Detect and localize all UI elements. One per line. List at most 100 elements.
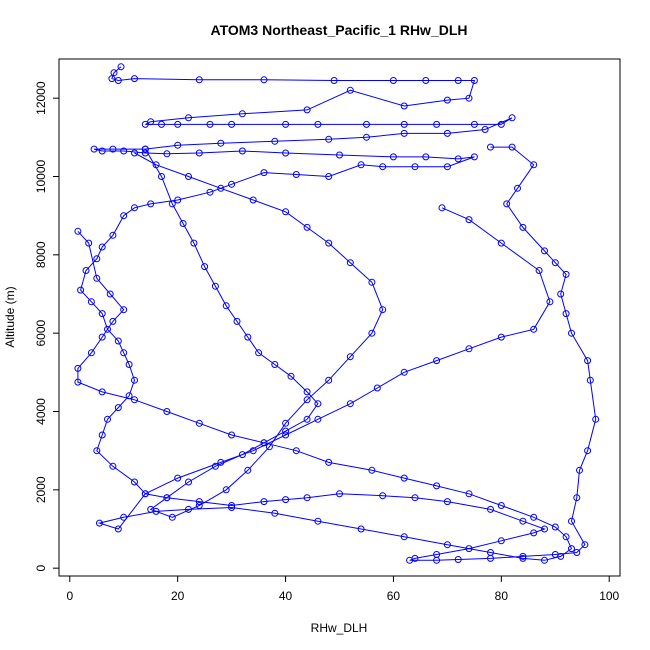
data-point <box>314 415 322 423</box>
data-point <box>303 396 311 404</box>
data-point <box>120 513 128 521</box>
data-point <box>557 552 565 560</box>
data-point <box>363 120 370 128</box>
data-point <box>238 147 246 155</box>
y-tick-label: 6000 <box>34 319 48 346</box>
data-point <box>174 196 182 204</box>
data-point <box>125 361 133 368</box>
data-point <box>530 513 538 521</box>
x-tick-label: 60 <box>387 589 401 603</box>
data-point <box>535 267 543 274</box>
data-point <box>314 517 322 525</box>
data-point <box>206 120 214 128</box>
data-point <box>438 204 446 212</box>
data-point <box>228 504 236 511</box>
data-point <box>400 102 408 110</box>
data-point <box>109 231 117 239</box>
data-point <box>222 302 230 310</box>
data-point <box>584 447 592 455</box>
data-point <box>519 223 527 231</box>
data-point <box>190 239 198 247</box>
data-point <box>400 533 408 541</box>
data-point <box>98 310 106 318</box>
data-point <box>400 474 408 482</box>
data-point <box>74 378 82 386</box>
data-point <box>114 77 122 84</box>
data-point <box>282 120 290 128</box>
data-point <box>470 120 478 128</box>
y-axis: 0 2000 4000 6000 8000 10000 12000 <box>34 81 59 572</box>
data-point <box>120 306 128 314</box>
data-point <box>211 462 219 470</box>
y-tick-label: 12000 <box>34 81 48 115</box>
data-point <box>541 247 548 255</box>
chart-title: ATOM3 Northeast_Pacific_1 RHw_DLH <box>211 22 468 38</box>
data-point <box>325 458 333 466</box>
data-point <box>255 349 263 357</box>
data-point <box>557 290 565 298</box>
data-point <box>357 161 365 169</box>
data-point <box>131 75 138 83</box>
data-point <box>282 149 290 157</box>
data-point <box>568 329 575 337</box>
data-point <box>77 286 85 294</box>
data-point <box>228 502 236 509</box>
data-point <box>260 439 268 447</box>
data-point <box>185 114 192 122</box>
plot-frame <box>58 58 621 577</box>
data-point <box>433 357 441 365</box>
data-point <box>422 77 430 84</box>
data-point <box>106 290 114 298</box>
data-point <box>443 498 451 506</box>
series-line-1 <box>80 66 597 561</box>
data-point <box>497 120 505 128</box>
data-point <box>131 376 138 384</box>
data-point <box>217 139 225 147</box>
data-point <box>530 161 538 169</box>
data-point <box>282 427 290 435</box>
data-point <box>74 364 82 372</box>
data-point <box>389 77 397 84</box>
data-point <box>110 69 118 77</box>
data-point <box>389 153 397 161</box>
data-point <box>519 552 527 560</box>
data-point <box>568 517 575 525</box>
data-point <box>292 447 300 455</box>
data-point <box>228 120 236 128</box>
data-point <box>443 96 451 104</box>
data-point <box>368 278 376 286</box>
data-point <box>93 255 101 263</box>
data-point <box>465 216 473 224</box>
data-point <box>120 349 128 357</box>
data-point <box>422 153 430 161</box>
data-point <box>303 388 311 396</box>
y-tick-label: 0 <box>34 565 48 572</box>
data-point <box>90 145 98 153</box>
data-point <box>131 149 138 157</box>
data-point <box>265 443 273 451</box>
data-point <box>584 357 592 365</box>
data-point <box>98 431 106 439</box>
data-point <box>195 76 203 84</box>
data-point <box>379 492 387 500</box>
data-point <box>93 447 101 455</box>
data-point <box>497 333 505 341</box>
data-point <box>368 466 376 474</box>
data-point <box>357 525 365 533</box>
data-point <box>562 310 570 318</box>
data-point <box>158 173 165 180</box>
data-point <box>158 120 165 128</box>
data-point <box>271 361 279 368</box>
data-point <box>368 329 376 337</box>
data-point <box>195 498 203 506</box>
x-axis-label: RHw_DLH <box>311 621 368 635</box>
data-point <box>98 147 106 155</box>
data-point <box>217 184 225 192</box>
data-point <box>185 173 192 180</box>
data-point <box>400 368 408 376</box>
y-tick-label: 2000 <box>34 476 48 503</box>
data-point <box>195 502 203 509</box>
data-point <box>465 94 473 102</box>
x-tick-label: 0 <box>66 589 73 603</box>
data-point <box>379 163 387 171</box>
